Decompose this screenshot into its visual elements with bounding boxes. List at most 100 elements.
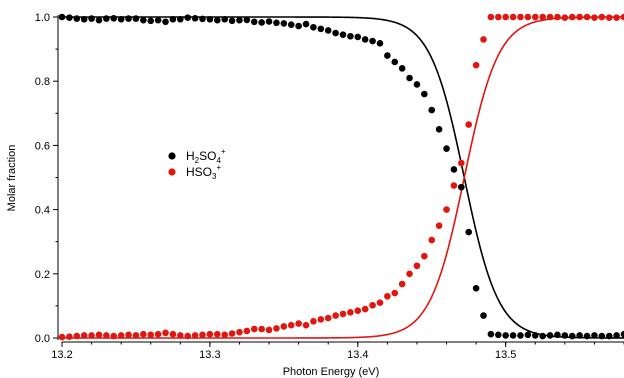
- data-point-hso3: [502, 13, 509, 21]
- data-point-hso3: [554, 13, 561, 21]
- data-point-hso3: [509, 13, 517, 21]
- legend-label-hso3: HSO3+: [186, 163, 221, 181]
- data-point-h2so4: [509, 332, 517, 339]
- data-point-hso3: [413, 262, 421, 270]
- data-point-h2so4: [487, 330, 495, 338]
- x-tick-label: 13.4: [347, 349, 368, 361]
- data-point-hso3: [184, 332, 192, 340]
- legend-swatch-h2so4: [168, 152, 176, 160]
- data-point-hso3: [517, 13, 524, 21]
- legend-item-h2so4: H2SO4+: [168, 147, 226, 165]
- data-point-h2so4: [576, 332, 583, 339]
- data-point-h2so4: [324, 27, 332, 34]
- data-point-h2so4: [502, 332, 509, 339]
- data-point-h2so4: [524, 331, 532, 339]
- data-point-h2so4: [66, 14, 73, 21]
- data-point-h2so4: [421, 90, 428, 98]
- data-point-hso3: [376, 299, 384, 306]
- data-point-h2so4: [199, 15, 206, 23]
- data-point-hso3: [591, 14, 598, 21]
- data-point-h2so4: [620, 330, 624, 338]
- data-point-h2so4: [213, 16, 221, 24]
- x-ticks: 13.2 13.3 13.4 13.5: [51, 342, 624, 361]
- y-tick-label: 0.6: [35, 140, 50, 152]
- data-point-h2so4: [361, 36, 369, 43]
- data-point-h2so4: [236, 16, 243, 24]
- data-point-hso3: [539, 13, 546, 21]
- data-point-hso3: [494, 13, 502, 21]
- data-point-hso3: [295, 320, 302, 327]
- data-point-h2so4: [125, 15, 132, 22]
- data-point-hso3: [95, 331, 103, 339]
- data-point-hso3: [561, 14, 569, 21]
- data-point-h2so4: [132, 15, 140, 22]
- data-point-h2so4: [435, 126, 443, 133]
- data-point-h2so4: [95, 16, 103, 24]
- data-point-hso3: [583, 13, 591, 21]
- data-point-hso3: [221, 331, 228, 339]
- data-point-hso3: [199, 331, 206, 339]
- data-point-h2so4: [103, 15, 110, 22]
- fit-curve-hso3: [62, 16, 624, 339]
- data-point-hso3: [421, 252, 428, 260]
- data-point-h2so4: [354, 33, 362, 41]
- data-point-hso3: [191, 332, 199, 339]
- data-point-hso3: [391, 289, 399, 297]
- data-point-hso3: [154, 330, 162, 338]
- data-point-hso3: [147, 331, 155, 339]
- data-point-h2so4: [369, 37, 376, 45]
- axes: 13.2 13.3 13.4 13.5 0.0 0.2 0.4 0.6 0.8 1.0: [35, 12, 624, 361]
- data-point-hso3: [66, 333, 73, 341]
- data-point-h2so4: [295, 22, 302, 30]
- data-point-hso3: [125, 331, 132, 339]
- data-point-h2so4: [605, 332, 613, 340]
- data-point-hso3: [140, 330, 147, 338]
- data-point-h2so4: [110, 14, 118, 22]
- data-point-h2so4: [465, 228, 473, 236]
- data-point-hso3: [103, 332, 110, 339]
- data-point-h2so4: [191, 14, 199, 22]
- data-point-h2so4: [443, 145, 450, 152]
- data-point-hso3: [406, 270, 413, 278]
- data-point-h2so4: [317, 25, 325, 33]
- data-point-h2so4: [310, 23, 317, 31]
- data-point-h2so4: [147, 17, 155, 25]
- data-point-h2so4: [206, 15, 214, 23]
- y-tick-label: 0.8: [35, 76, 50, 88]
- data-point-h2so4: [265, 18, 273, 25]
- data-point-hso3: [117, 332, 125, 339]
- data-point-h2so4: [58, 13, 66, 21]
- data-point-h2so4: [561, 332, 569, 339]
- data-point-hso3: [273, 325, 280, 332]
- y-tick-label: 0.0: [35, 333, 50, 345]
- data-point-h2so4: [154, 16, 162, 24]
- data-point-hso3: [250, 325, 258, 333]
- data-point-hso3: [169, 330, 177, 338]
- data-point-h2so4: [73, 15, 81, 22]
- data-point-hso3: [310, 318, 317, 325]
- data-point-h2so4: [221, 15, 228, 23]
- data-point-h2so4: [458, 183, 465, 191]
- data-point-h2so4: [140, 16, 147, 24]
- data-points: [58, 13, 624, 341]
- data-point-hso3: [472, 61, 480, 69]
- data-point-h2so4: [302, 20, 310, 28]
- data-point-hso3: [58, 333, 66, 341]
- data-point-hso3: [280, 323, 288, 330]
- y-tick-label: 0.4: [35, 205, 50, 217]
- data-point-hso3: [465, 121, 473, 128]
- data-point-hso3: [73, 332, 81, 340]
- y-tick-label: 0.2: [35, 269, 50, 281]
- x-tick-label: 13.3: [199, 349, 220, 361]
- data-point-h2so4: [428, 106, 436, 114]
- data-point-hso3: [317, 316, 325, 323]
- data-point-h2so4: [273, 19, 280, 27]
- data-point-h2so4: [568, 332, 576, 340]
- data-point-hso3: [206, 330, 214, 338]
- legend-item-hso3: HSO3+: [168, 163, 221, 181]
- x-axis-label: Photon Energy (eV): [283, 366, 380, 378]
- data-point-hso3: [324, 314, 332, 322]
- y-tick-label: 1.0: [35, 12, 50, 24]
- data-point-hso3: [369, 301, 376, 309]
